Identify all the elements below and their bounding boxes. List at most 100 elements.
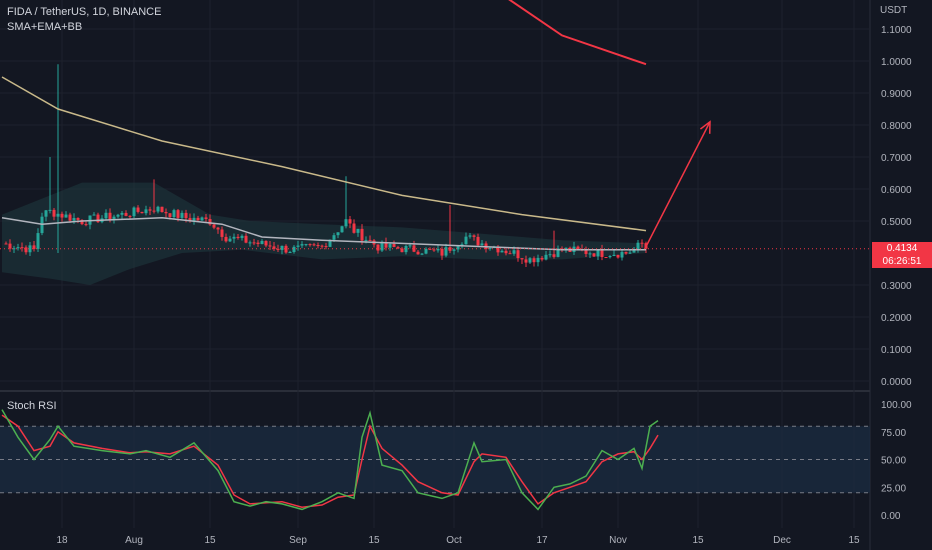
candle-body	[448, 247, 452, 251]
candle-body	[588, 253, 592, 255]
candle-body	[8, 243, 12, 249]
candle-body	[412, 245, 416, 252]
candle-body	[520, 258, 524, 260]
stoch-rsi-label[interactable]: Stoch RSI	[7, 400, 57, 412]
y-tick-label: 0.5000	[881, 217, 912, 228]
candle-body	[392, 243, 396, 248]
candle-body	[4, 243, 8, 245]
candle-body	[596, 249, 600, 257]
candle-body	[512, 250, 516, 254]
forecast-arrow-head	[699, 120, 711, 134]
candle-body	[152, 210, 156, 212]
candle-body	[20, 247, 24, 249]
candle-body	[456, 246, 460, 250]
candle-body	[156, 206, 160, 212]
candle-body	[440, 248, 444, 256]
candle-body	[272, 246, 276, 249]
candle-body	[176, 210, 180, 218]
currency-label: USDT	[880, 5, 908, 16]
candle-body	[380, 242, 384, 251]
y-tick-label: 0.3000	[881, 281, 912, 292]
candle-body	[324, 246, 328, 248]
indicator-legend[interactable]: SMA+EMA+BB	[7, 21, 83, 33]
stoch-k-line	[1, 409, 659, 511]
candle-body	[616, 254, 620, 258]
symbol-title[interactable]: FIDA / TetherUS, 1D, BINANCE	[7, 6, 162, 18]
candle-body	[308, 244, 312, 246]
candle-body	[356, 228, 360, 233]
candle-body	[400, 248, 404, 253]
resistance-curve	[508, 0, 647, 66]
candle-body	[132, 207, 136, 217]
candle-body	[192, 217, 196, 221]
candle-body	[604, 257, 608, 259]
candle-body	[548, 254, 552, 256]
candle-body	[248, 242, 252, 244]
candle-body	[564, 247, 568, 251]
x-tick-label: 15	[368, 535, 380, 546]
candle-body	[612, 254, 616, 257]
candle-body	[368, 239, 372, 241]
candle-body	[620, 252, 624, 258]
candle-body	[384, 242, 388, 248]
candle-body	[196, 217, 200, 221]
candle-body	[208, 218, 212, 225]
x-tick-label: 15	[204, 535, 216, 546]
candle-body	[260, 240, 264, 244]
candle-body	[524, 259, 528, 263]
x-tick-label: Aug	[125, 535, 143, 546]
candle-body	[136, 207, 140, 212]
candle-body	[232, 236, 236, 239]
candle-body	[628, 252, 632, 254]
candle-body	[216, 227, 220, 230]
candle-body	[28, 245, 32, 253]
candle-body	[140, 211, 144, 214]
candle-body	[608, 256, 612, 258]
candle-body	[432, 249, 436, 251]
candle-body	[92, 214, 96, 216]
candle-body	[468, 235, 472, 237]
candle-body	[120, 212, 124, 215]
candle-body	[188, 218, 192, 221]
candle-body	[328, 239, 332, 247]
rsi-y-tick-label: 100.00	[881, 400, 912, 411]
y-tick-label: 0.9000	[881, 89, 912, 100]
candle-body	[224, 236, 228, 242]
candle-body	[16, 247, 20, 249]
candle-body	[476, 236, 480, 246]
candle-body	[500, 250, 504, 253]
candle-body	[404, 246, 408, 253]
candle-body	[600, 249, 604, 258]
y-tick-label: 0.1000	[881, 345, 912, 356]
candle-body	[464, 236, 468, 245]
moving-averages	[0, 76, 870, 251]
candle-body	[244, 235, 248, 243]
candle-body	[64, 214, 68, 218]
candle-body	[360, 228, 364, 241]
candle-body	[352, 223, 356, 233]
candle-body	[544, 254, 548, 260]
candle-body	[148, 209, 152, 211]
x-tick-label: 15	[848, 535, 860, 546]
candle-body	[408, 245, 412, 247]
candle-body	[268, 245, 272, 247]
candle-body	[36, 233, 40, 249]
candle-body	[536, 257, 540, 263]
candle-body	[624, 252, 628, 254]
candle-body	[444, 247, 448, 256]
rsi-y-tick-label: 0.00	[881, 511, 901, 522]
candle-body	[472, 235, 476, 237]
candle-body	[428, 248, 432, 250]
candle-body	[556, 248, 560, 257]
candle-body	[184, 212, 188, 219]
candle-body	[128, 215, 132, 217]
forecast-arrow	[645, 121, 711, 247]
x-tick-label: Oct	[446, 535, 462, 546]
y-tick-label: 0.8000	[881, 121, 912, 132]
candle-body	[488, 247, 492, 249]
candle-body	[180, 212, 184, 218]
candle-body	[292, 246, 296, 253]
candle-body	[420, 253, 424, 255]
candle-body	[504, 250, 508, 254]
